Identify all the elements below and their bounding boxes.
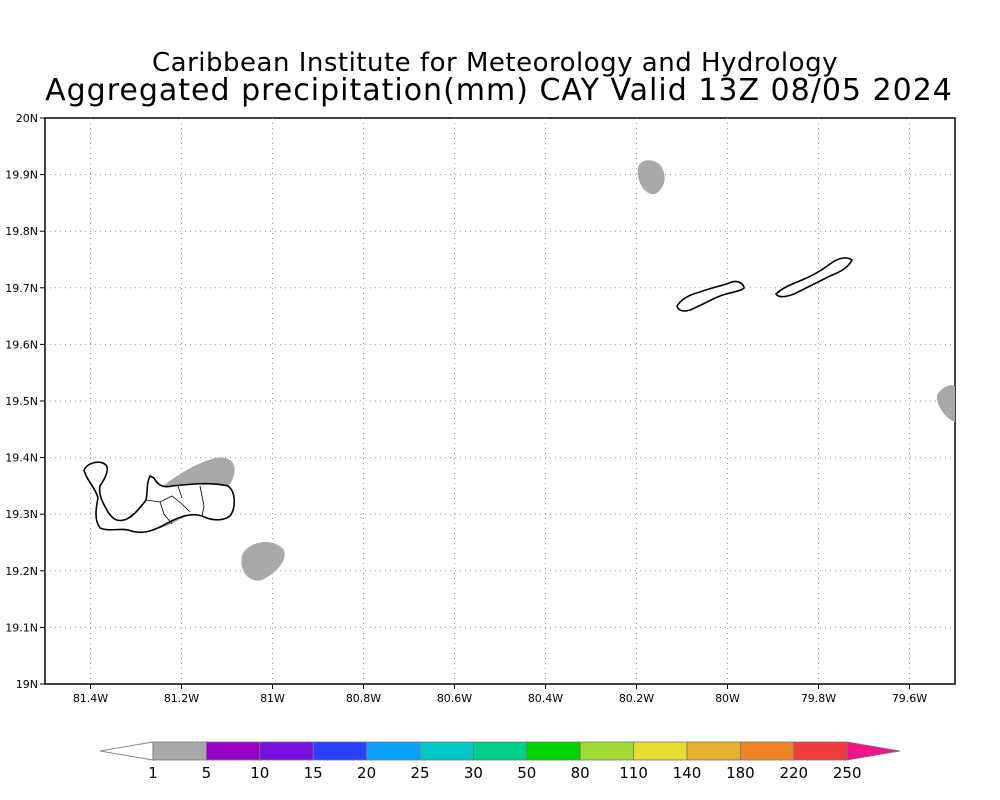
colorbar-label: 5: [202, 764, 212, 782]
colorbar-label: 15: [304, 764, 323, 782]
colorbar-segment: [366, 741, 421, 761]
colorbar-label: 180: [726, 764, 755, 782]
colorbar-label: 25: [410, 764, 429, 782]
x-tick-label: 80W: [715, 692, 740, 705]
x-tick-label: 80.2W: [619, 692, 654, 705]
colorbar-segment: [526, 741, 581, 761]
y-tick-label: 19.2N: [5, 565, 38, 578]
axis-ticks: 81.4W 81.2W 81W 80.8W 80.6W 80.4W 80.2W 80W 79.8…: [5, 112, 927, 705]
colorbar-label: 50: [517, 764, 536, 782]
colorbar-label: 80: [571, 764, 590, 782]
colorbar-segment: [740, 741, 795, 761]
colorbar-segment: [312, 741, 368, 761]
x-tick-label: 80.4W: [528, 692, 563, 705]
y-tick-label: 19.3N: [5, 508, 38, 521]
colorbar-label: 30: [464, 764, 483, 782]
chart-title: Caribbean Institute for Meteorology and …: [152, 48, 838, 78]
colorbar-segment: [633, 741, 688, 761]
grand-cayman-districts: [145, 485, 205, 525]
colorbar-segment: [205, 741, 261, 761]
y-tick-label: 19.8N: [5, 225, 38, 238]
colorbar-label: 110: [619, 764, 648, 782]
y-tick-label: 19.4N: [5, 452, 38, 465]
colorbar-label: 140: [673, 764, 702, 782]
precip-blob-north: [637, 160, 665, 195]
colorbar: 1 5 10 15 20 25 30 50 80 110 140 180 220 250: [99, 741, 901, 782]
colorbar-label: 1: [148, 764, 158, 782]
x-tick-label: 80.8W: [346, 692, 381, 705]
colorbar-label: 220: [779, 764, 808, 782]
colorbar-segment: [793, 741, 848, 761]
chart-subtitle: Aggregated precipitation(mm) CAY Valid 1…: [45, 73, 953, 108]
x-tick-label: 79.6W: [892, 692, 927, 705]
precip-blob-east: [936, 385, 955, 422]
colorbar-under-arrow: [99, 741, 154, 761]
precip-blob-south: [241, 542, 285, 581]
y-tick-label: 19N: [16, 678, 38, 691]
y-tick-label: 20N: [16, 112, 38, 125]
little-cayman-outline: [676, 280, 745, 312]
coastlines: [83, 257, 854, 534]
x-tick-label: 81.2W: [164, 692, 199, 705]
colorbar-over-arrow: [846, 741, 901, 761]
colorbar-segment: [259, 741, 314, 761]
y-tick-label: 19.6N: [5, 338, 38, 351]
x-tick-label: 80.6W: [437, 692, 472, 705]
colorbar-segment: [472, 741, 528, 761]
grand-cayman-outline: [83, 461, 236, 534]
y-tick-label: 19.1N: [5, 621, 38, 634]
colorbar-segment: [686, 741, 741, 761]
colorbar-segment: [152, 741, 207, 761]
x-tick-label: 81W: [260, 692, 285, 705]
x-tick-label: 81.4W: [73, 692, 108, 705]
colorbar-label: 10: [250, 764, 269, 782]
colorbar-label: 250: [833, 764, 862, 782]
colorbar-segment: [419, 741, 474, 761]
y-tick-label: 19.7N: [5, 282, 38, 295]
colorbar-segment: [579, 741, 635, 761]
y-tick-label: 19.9N: [5, 169, 38, 182]
x-tick-label: 79.8W: [801, 692, 836, 705]
y-tick-label: 19.5N: [5, 395, 38, 408]
colorbar-label: 20: [357, 764, 376, 782]
cayman-brac-outline: [775, 257, 854, 298]
map-grid: [45, 118, 955, 684]
